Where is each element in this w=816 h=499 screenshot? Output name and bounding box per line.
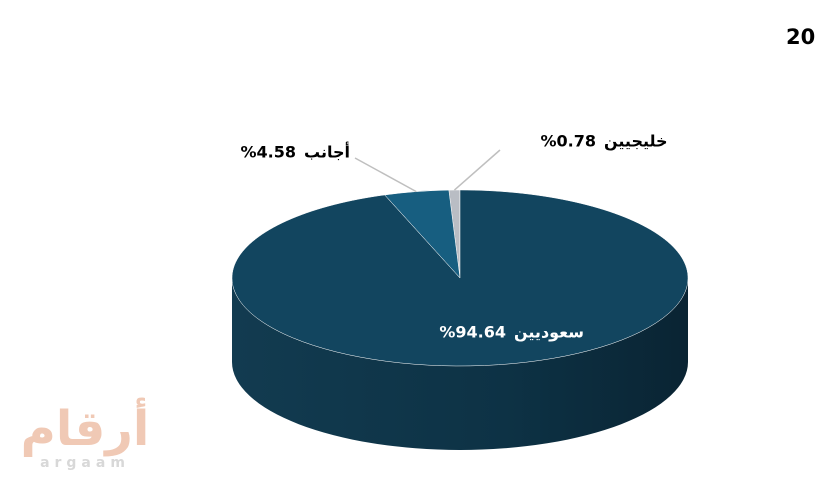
pie-slice (231, 189, 689, 367)
watermark-text: argaam (40, 455, 130, 471)
category-label: سعوديين (514, 323, 584, 342)
leader-line (453, 149, 501, 191)
data-label: %94.64 (439, 323, 506, 342)
pie-side (232, 278, 688, 450)
data-label: %4.58 (240, 143, 296, 162)
leader-line (354, 157, 417, 193)
category-label: خليجيين (604, 132, 668, 151)
category-label: أجانب (304, 142, 350, 162)
watermark-logo: أرقام (21, 397, 150, 457)
chart-title: تفاصيل ملكية المستثمرين في السوق السعودي… (786, 25, 816, 50)
data-label: %0.78 (540, 132, 596, 151)
